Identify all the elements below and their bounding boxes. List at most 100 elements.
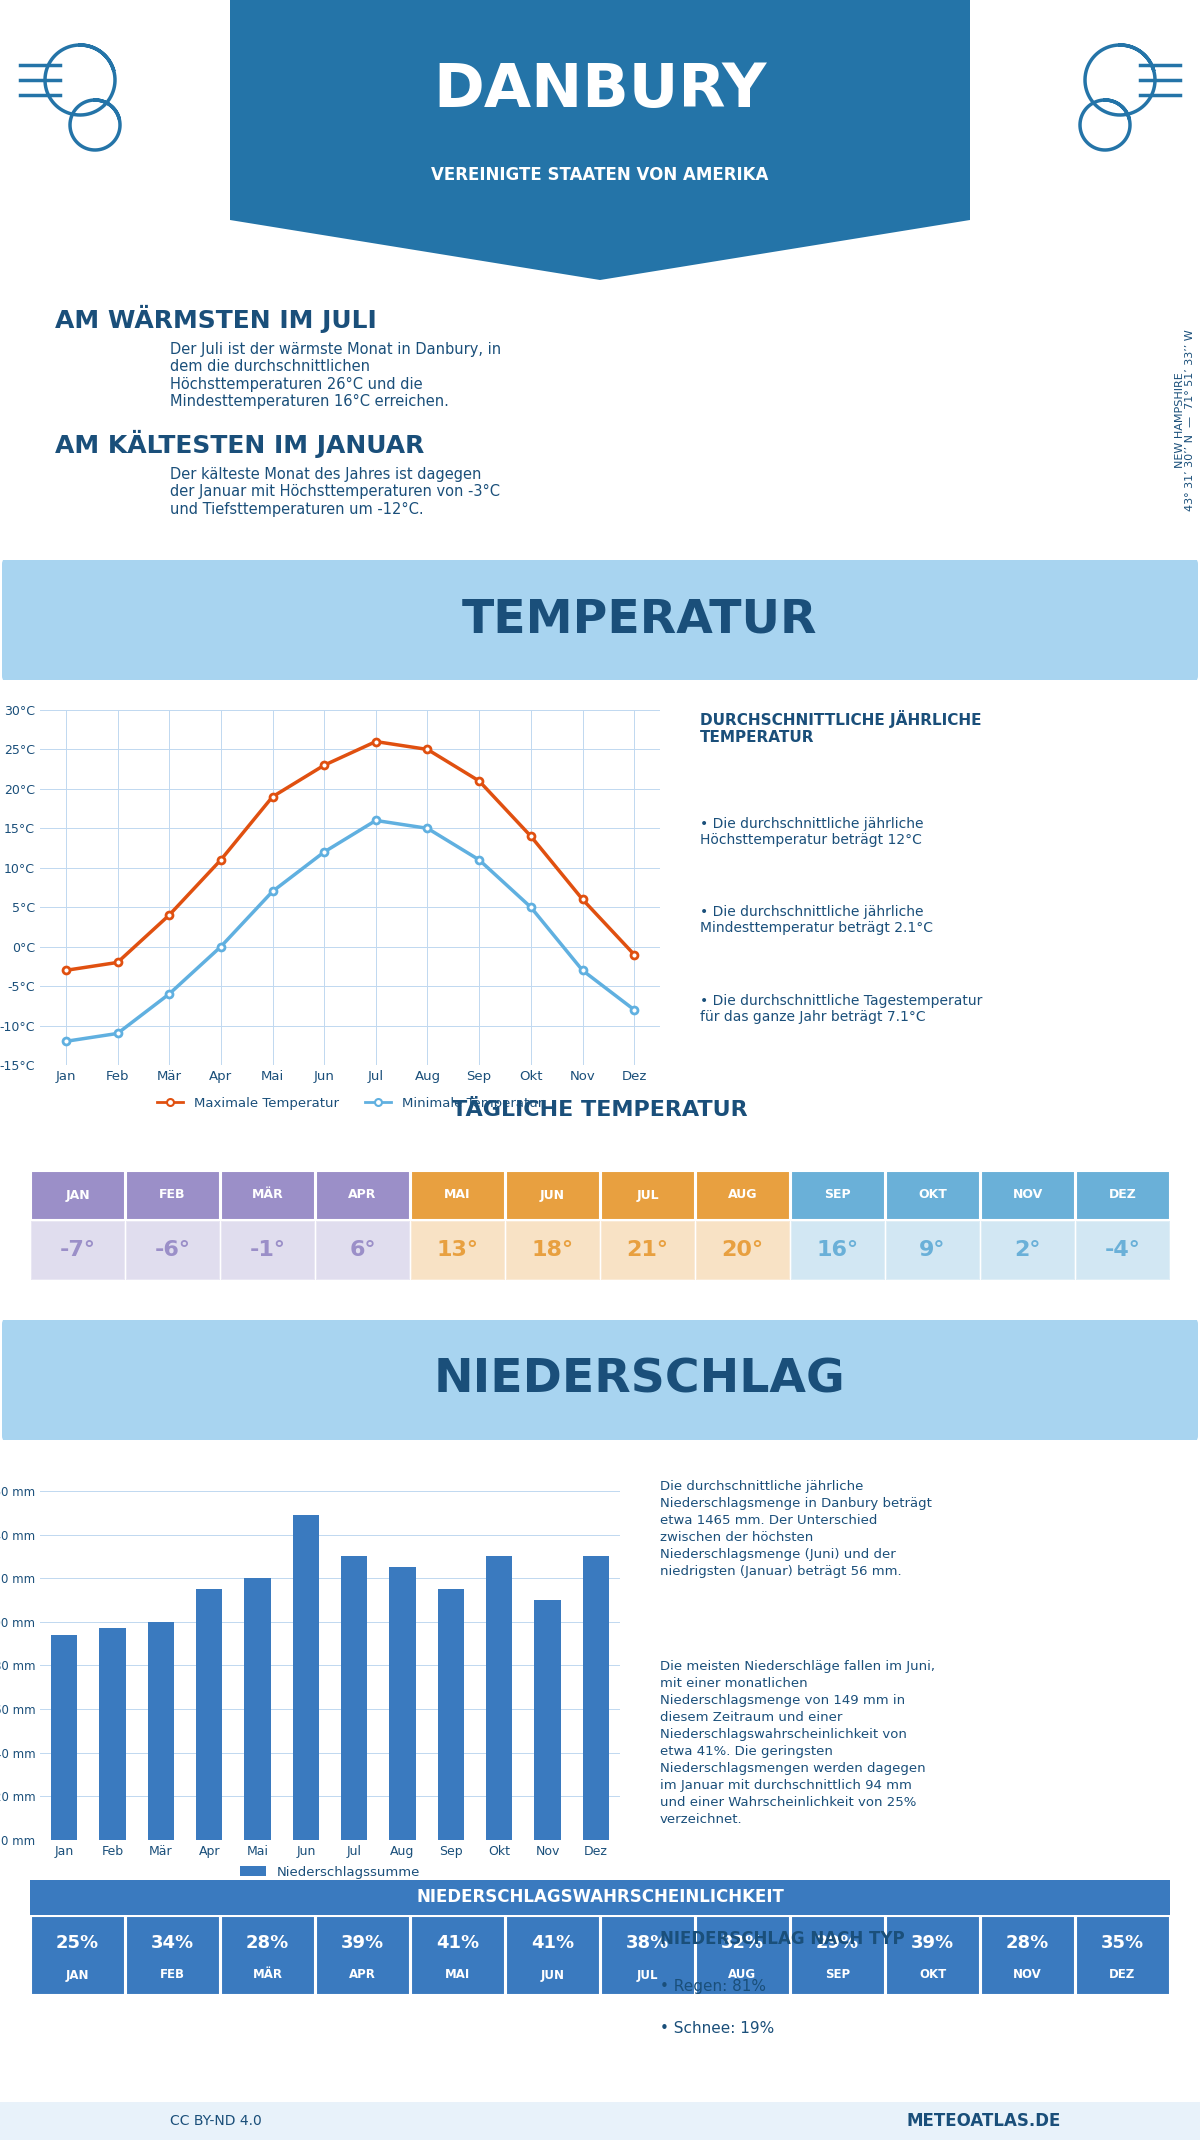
Text: TÄGLICHE TEMPERATUR: TÄGLICHE TEMPERATUR [452, 1100, 748, 1119]
Text: 16°: 16° [816, 1239, 858, 1260]
Bar [696, 1171, 790, 1220]
Text: 20°: 20° [721, 1239, 763, 1260]
Text: • Regen: 81%: • Regen: 81% [660, 1980, 766, 1994]
Bar [886, 1915, 979, 1994]
Text: 32%: 32% [721, 1935, 764, 1952]
Bar [196, 1590, 222, 1840]
Bar [980, 1220, 1074, 1280]
Text: 41%: 41% [436, 1935, 479, 1952]
Text: Die durchschnittliche jährliche
Niederschlagsmenge in Danbury beträgt
etwa 1465 : Die durchschnittliche jährliche Niedersc… [660, 1481, 932, 1577]
FancyBboxPatch shape [2, 559, 1198, 683]
Bar [886, 1220, 979, 1280]
Bar [221, 1220, 314, 1280]
Text: -7°: -7° [60, 1239, 96, 1260]
Bar [148, 1622, 174, 1840]
Bar [980, 1915, 1074, 1994]
Text: Der Juli ist der wärmste Monat in Danbury, in
dem die durchschnittlichen
Höchstt: Der Juli ist der wärmste Monat in Danbur… [170, 342, 502, 409]
Text: JAN: JAN [66, 1969, 89, 1982]
Text: 28%: 28% [1006, 1935, 1049, 1952]
Text: 13°: 13° [437, 1239, 479, 1260]
Text: 35%: 35% [1100, 1935, 1144, 1952]
Text: NIEDERSCHLAG: NIEDERSCHLAG [434, 1357, 846, 1402]
Text: JUL: JUL [636, 1188, 659, 1201]
Text: 9°: 9° [919, 1239, 946, 1260]
Bar [505, 1171, 600, 1220]
Text: 29%: 29% [816, 1935, 859, 1952]
Bar [316, 1171, 409, 1220]
Bar [505, 1915, 600, 1994]
Bar [410, 1915, 504, 1994]
Text: • Schnee: 19%: • Schnee: 19% [660, 2020, 774, 2035]
Text: -4°: -4° [1104, 1239, 1140, 1260]
Bar [30, 1171, 125, 1220]
Text: NOV: NOV [1013, 1188, 1043, 1201]
Bar [886, 1171, 979, 1220]
Text: 21°: 21° [626, 1239, 668, 1260]
Bar [100, 1629, 126, 1840]
Text: TEMPERATUR: TEMPERATUR [462, 597, 817, 642]
Text: FEB: FEB [160, 1969, 185, 1982]
Bar [50, 1635, 78, 1840]
Bar [410, 1220, 504, 1280]
Bar [600, 1171, 695, 1220]
Text: JUL: JUL [637, 1969, 659, 1982]
Legend: Maximale Temperatur, Minimale Temperatur: Maximale Temperatur, Minimale Temperatur [151, 1091, 548, 1115]
Bar [1075, 1220, 1170, 1280]
Bar [1075, 1171, 1170, 1220]
Bar [221, 1171, 314, 1220]
Text: 41%: 41% [530, 1935, 574, 1952]
Text: JAN: JAN [65, 1188, 90, 1201]
Bar [30, 1915, 125, 1994]
Text: -6°: -6° [155, 1239, 191, 1260]
Text: OKT: OKT [919, 1969, 946, 1982]
Text: NEW HAMPSHIRE: NEW HAMPSHIRE [1175, 372, 1186, 469]
Bar [696, 1220, 790, 1280]
Bar [534, 1601, 560, 1840]
Text: DEZ: DEZ [1109, 1188, 1136, 1201]
FancyBboxPatch shape [2, 1318, 1198, 1442]
Text: AUG: AUG [728, 1969, 756, 1982]
Bar [316, 1220, 409, 1280]
Text: DURCHSCHNITTLICHE JÄHRLICHE
TEMPERATUR: DURCHSCHNITTLICHE JÄHRLICHE TEMPERATUR [700, 710, 982, 745]
Text: Der kälteste Monat des Jahres ist dagegen
der Januar mit Höchsttemperaturen von : Der kälteste Monat des Jahres ist dagege… [170, 467, 500, 518]
Bar [980, 1171, 1074, 1220]
Text: 2°: 2° [1014, 1239, 1040, 1260]
Text: NOV: NOV [1013, 1969, 1042, 1982]
Text: NIEDERSCHLAGSWAHRSCHEINLICHKEIT: NIEDERSCHLAGSWAHRSCHEINLICHKEIT [416, 1887, 784, 1907]
Text: METEOATLAS.DE: METEOATLAS.DE [907, 2112, 1061, 2129]
Text: 39%: 39% [911, 1935, 954, 1952]
Bar [30, 1220, 125, 1280]
Bar [245, 1577, 271, 1840]
Text: -1°: -1° [250, 1239, 286, 1260]
Text: 6°: 6° [349, 1239, 376, 1260]
Text: 18°: 18° [532, 1239, 574, 1260]
Bar [486, 1556, 512, 1840]
Bar [341, 1556, 367, 1840]
Bar [600, 1915, 695, 1994]
Bar [126, 1171, 220, 1220]
Bar [505, 1220, 600, 1280]
Text: MÄR: MÄR [252, 1969, 282, 1982]
Text: 34%: 34% [151, 1935, 194, 1952]
Text: CC BY-ND 4.0: CC BY-ND 4.0 [170, 2114, 262, 2127]
Text: JUN: JUN [540, 1969, 564, 1982]
Bar [438, 1590, 464, 1840]
Text: SEP: SEP [824, 1969, 850, 1982]
Text: AUG: AUG [727, 1188, 757, 1201]
Text: 39%: 39% [341, 1935, 384, 1952]
Text: MÄR: MÄR [252, 1188, 283, 1201]
Polygon shape [230, 0, 970, 280]
Text: MAI: MAI [445, 1969, 470, 1982]
Text: AM WÄRMSTEN IM JULI: AM WÄRMSTEN IM JULI [55, 306, 377, 334]
Text: FEB: FEB [160, 1188, 186, 1201]
Legend: Niederschlagssumme: Niederschlagssumme [234, 1860, 426, 1883]
Text: 25%: 25% [56, 1935, 100, 1952]
Text: SEP: SEP [824, 1188, 851, 1201]
Bar [582, 1556, 610, 1840]
Text: NIEDERSCHLAG NACH TYP: NIEDERSCHLAG NACH TYP [660, 1930, 905, 1947]
Bar [696, 1915, 790, 1994]
Bar [410, 1171, 504, 1220]
Text: • Die durchschnittliche Tagestemperatur
für das ganze Jahr beträgt 7.1°C: • Die durchschnittliche Tagestemperatur … [700, 993, 983, 1025]
Text: 38%: 38% [626, 1935, 670, 1952]
Text: 43° 31’ 30’’ N  —  71° 51’ 33’’ W: 43° 31’ 30’’ N — 71° 51’ 33’’ W [1186, 330, 1195, 511]
